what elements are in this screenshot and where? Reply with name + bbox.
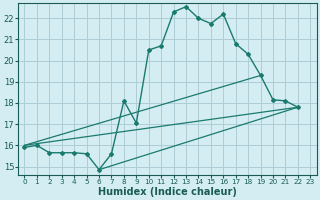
X-axis label: Humidex (Indice chaleur): Humidex (Indice chaleur) bbox=[98, 187, 237, 197]
